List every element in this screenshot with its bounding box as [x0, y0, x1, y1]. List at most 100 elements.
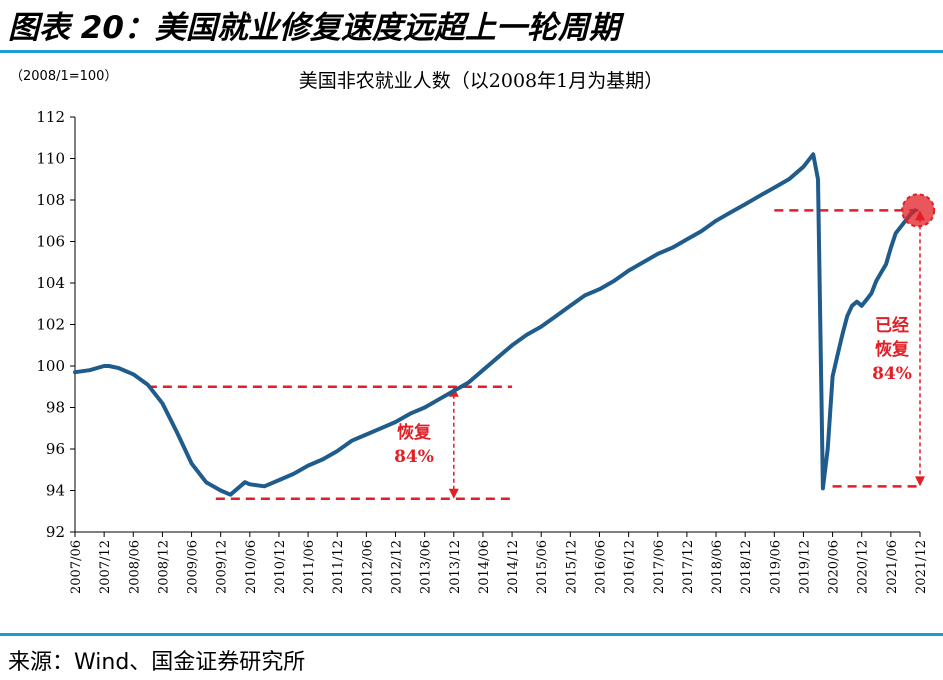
x-tick-label: 2010/06	[244, 540, 259, 594]
x-tick-label: 2014/06	[477, 540, 492, 594]
series-point	[132, 373, 135, 376]
x-tick-label: 2017/06	[652, 540, 667, 594]
series-point	[74, 371, 77, 374]
x-tick-label: 2012/06	[360, 540, 375, 594]
covid-annotation-line3: 84%	[872, 364, 912, 384]
series-point	[851, 304, 854, 307]
series-point	[88, 369, 91, 372]
series-point	[826, 448, 829, 451]
series-point	[481, 369, 484, 372]
x-tick-label: 2013/12	[448, 540, 463, 594]
chart-unit-label: （2008/1=100）	[10, 69, 117, 84]
covid-recovery-annotation: 已经 恢复 84%	[872, 315, 912, 384]
x-tick-label: 2018/06	[710, 540, 725, 594]
reference-lines	[147, 209, 925, 501]
x-tick-label: 2020/12	[856, 540, 871, 594]
series-point	[831, 375, 834, 378]
series-line-nonfarm-payrolls	[73, 152, 918, 497]
series-point	[263, 485, 266, 488]
x-tick-label: 2009/06	[186, 540, 201, 594]
y-tick-label: 98	[46, 399, 65, 417]
y-tick-label: 106	[36, 233, 65, 251]
y-tick-label: 102	[36, 316, 65, 334]
series-point	[307, 464, 310, 467]
x-tick-label: 2008/12	[156, 540, 171, 594]
y-tick-label: 110	[36, 150, 65, 168]
series-point	[219, 489, 222, 492]
covid-annotation-line1: 已经	[875, 315, 909, 336]
series-point	[423, 406, 426, 409]
x-tick-label: 2014/12	[506, 540, 521, 594]
series-point	[758, 194, 761, 197]
x-tick-label: 2019/06	[768, 540, 783, 594]
covid-annotation-line2: 恢复	[875, 339, 910, 360]
series-point	[836, 354, 839, 357]
x-tick-label: 2017/12	[681, 540, 696, 594]
series-points	[74, 153, 917, 496]
series-point	[554, 315, 557, 318]
series-point	[812, 153, 815, 156]
series-point	[467, 381, 470, 384]
x-tick-label: 2007/12	[98, 540, 113, 594]
x-axis-ticks: 2007/06 2007/12 2008/06 2008/12 2009/06 2009/…	[69, 532, 929, 594]
series-point	[569, 304, 572, 307]
x-tick-label: 2010/12	[273, 540, 288, 594]
series-point	[205, 481, 208, 484]
series-point	[894, 232, 897, 235]
series-point	[642, 261, 645, 264]
x-tick-label: 2016/12	[623, 540, 638, 594]
series-point	[511, 344, 514, 347]
series-point	[321, 458, 324, 461]
x-tick-label: 2021/12	[914, 540, 929, 594]
series-point	[729, 211, 732, 214]
y-tick-label: 100	[36, 357, 65, 375]
series-point	[870, 292, 873, 295]
gfc-recovery-arrow-head-down	[448, 488, 459, 499]
series-point	[365, 433, 368, 436]
y-axis-ticks: 92 94 96 98 100 102 104 106 108 110 112	[36, 108, 75, 541]
y-tick-label: 108	[36, 191, 65, 209]
gfc-annotation-line1: 恢复	[397, 422, 432, 443]
series-point	[787, 178, 790, 181]
series-point	[292, 472, 295, 475]
footer-divider	[0, 633, 943, 636]
series-point	[715, 219, 718, 222]
series-point	[817, 178, 820, 181]
x-tick-label: 2018/12	[739, 540, 754, 594]
series-point	[277, 479, 280, 482]
series-point	[598, 288, 601, 291]
series-point	[802, 165, 805, 168]
series-point	[117, 367, 120, 370]
x-tick-label: 2015/12	[564, 540, 579, 594]
employment-line-chart: （2008/1=100） 美国非农就业人数（以2008年1月为基期） 92949…	[10, 69, 936, 594]
series-point	[899, 225, 902, 228]
series-point	[248, 483, 251, 486]
x-tick-label: 2008/06	[127, 540, 142, 594]
x-tick-label: 2011/06	[302, 540, 317, 594]
y-tick-label: 104	[36, 274, 65, 292]
series-point	[860, 304, 863, 307]
series-point	[146, 383, 149, 386]
header-divider	[0, 50, 943, 53]
y-tick-label: 92	[46, 523, 65, 541]
x-tick-label: 2020/06	[827, 540, 842, 594]
series-point	[438, 398, 441, 401]
series-point	[773, 186, 776, 189]
x-tick-label: 2015/06	[535, 540, 550, 594]
series-point	[855, 300, 858, 303]
series-point	[685, 238, 688, 241]
x-tick-label: 2021/06	[885, 540, 900, 594]
x-tick-label: 2013/06	[419, 540, 434, 594]
series-point	[175, 431, 178, 434]
series-point	[656, 252, 659, 255]
series-point	[846, 315, 849, 318]
series-point	[409, 412, 412, 415]
series-point	[821, 487, 824, 490]
x-tick-label: 2016/06	[593, 540, 608, 594]
series-point	[525, 333, 528, 336]
series-point	[700, 230, 703, 233]
covid-recovery-arrow-head-down	[915, 476, 925, 487]
x-tick-label: 2019/12	[797, 540, 812, 594]
series-point	[540, 325, 543, 328]
series-point	[107, 365, 110, 368]
